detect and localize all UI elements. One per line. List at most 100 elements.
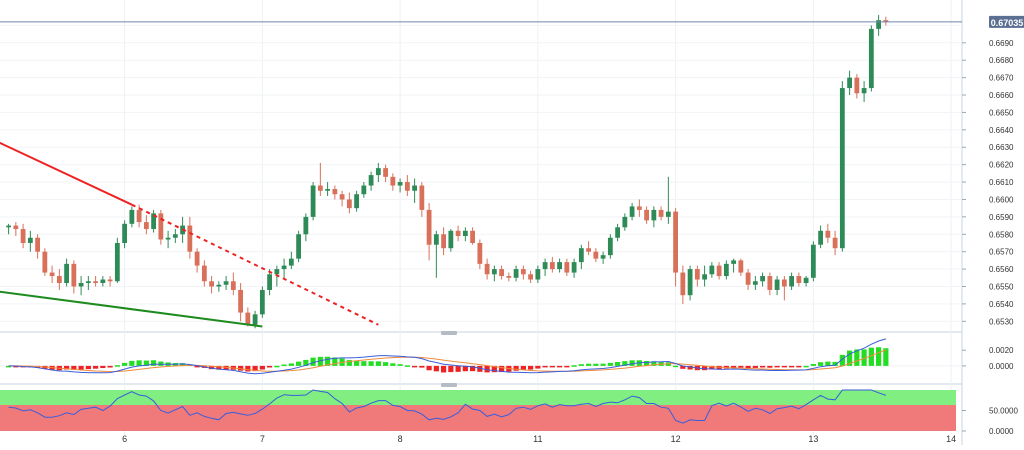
macd-histogram-bar	[368, 361, 374, 366]
candle	[412, 178, 417, 203]
candle-body	[673, 211, 678, 273]
candle-body	[27, 237, 33, 243]
candle-body	[868, 28, 874, 89]
candle-body	[158, 213, 164, 240]
candle	[803, 276, 809, 287]
candle-body	[564, 262, 570, 273]
rsi-y-tick-label: 0.0000	[989, 427, 1014, 436]
candle	[883, 16, 889, 26]
candle-body	[549, 262, 555, 270]
candle-body	[165, 237, 171, 240]
candle	[839, 81, 845, 252]
candle-body	[499, 269, 504, 277]
candle-body	[832, 237, 838, 249]
candle-body	[238, 289, 243, 313]
panel-resize-handle[interactable]	[441, 383, 457, 387]
panel-resize-handle[interactable]	[441, 331, 457, 335]
macd-histogram-bar	[607, 362, 613, 366]
candle	[528, 270, 533, 284]
candle	[143, 215, 149, 235]
candle-body	[803, 277, 809, 284]
candle-body	[854, 77, 860, 94]
macd-histogram-bar	[861, 349, 867, 366]
candle-body	[136, 209, 142, 223]
y-tick-label: 0.6690	[989, 39, 1014, 48]
candle	[296, 230, 301, 263]
macd-histogram-bar	[760, 365, 766, 368]
dotted-trend-line	[131, 203, 379, 326]
macd-histogram-bar	[332, 357, 338, 366]
macd-histogram-bar	[731, 365, 737, 368]
candle	[78, 276, 84, 296]
candle-body	[346, 199, 352, 209]
candle	[114, 237, 120, 284]
candle-body	[448, 230, 454, 249]
candle	[375, 162, 381, 183]
y-tick-label: 0.6640	[989, 126, 1014, 135]
panel-resize-handles[interactable]	[441, 331, 457, 387]
candle-body	[839, 88, 845, 249]
candle-body	[426, 209, 432, 245]
candle	[194, 248, 200, 273]
candle-body	[296, 234, 301, 259]
candle-body	[731, 260, 736, 264]
candle-body	[542, 262, 548, 270]
x-tick-label: 7	[260, 434, 265, 444]
candle	[832, 230, 838, 256]
candle	[658, 206, 664, 221]
candle	[644, 206, 649, 224]
candle-body	[702, 274, 707, 280]
candle-body	[78, 283, 84, 287]
candle-body	[651, 209, 657, 221]
candle	[702, 265, 707, 287]
candle	[49, 265, 55, 284]
candle	[796, 272, 802, 287]
candle-body	[716, 265, 722, 277]
candle-body	[245, 312, 251, 325]
candle-body	[760, 276, 765, 282]
x-tick-label: 12	[671, 434, 681, 444]
candle-body	[658, 209, 664, 217]
y-tick-label: 0.6600	[989, 195, 1014, 204]
candle-body	[767, 276, 773, 290]
candle	[151, 209, 156, 233]
macd-histogram-bar	[433, 365, 439, 372]
candle-body	[172, 234, 178, 238]
candle	[303, 213, 309, 242]
y-tick-label: 0.6670	[989, 74, 1014, 83]
macd-histogram-bar	[470, 365, 476, 372]
candle-body	[644, 209, 649, 221]
candle-body	[100, 279, 106, 284]
candle-body	[368, 175, 374, 186]
candle-body	[876, 20, 881, 29]
current-price-badge	[989, 15, 1024, 28]
macd-histogram-bar	[586, 363, 592, 366]
candle-body	[789, 276, 794, 287]
candle	[600, 251, 606, 264]
candle	[593, 248, 599, 263]
y-tick-label: 0.6630	[989, 143, 1014, 152]
candle	[651, 206, 657, 228]
macd-histogram-bar	[745, 365, 751, 369]
candle	[520, 265, 526, 280]
rsi-y-tick-label: 50.0000	[989, 407, 1018, 416]
macd-histogram-bar	[876, 347, 882, 366]
candle-body	[354, 194, 359, 209]
macd-histogram-bar	[267, 365, 273, 368]
candle	[462, 227, 468, 242]
candle-body	[404, 182, 410, 191]
candle	[172, 229, 178, 243]
macd-histogram-bar	[107, 365, 113, 368]
candle	[35, 234, 40, 259]
candle	[71, 260, 77, 294]
macd-histogram-bar	[854, 349, 860, 366]
macd-histogram-bar	[702, 365, 708, 371]
candle	[629, 202, 635, 221]
macd-histogram-bar	[803, 365, 809, 368]
macd-histogram-bar	[789, 365, 795, 368]
macd-histogram-bar	[375, 361, 381, 366]
candle-body	[383, 168, 388, 177]
macd-histogram-bar	[412, 365, 418, 368]
candle	[622, 213, 628, 231]
